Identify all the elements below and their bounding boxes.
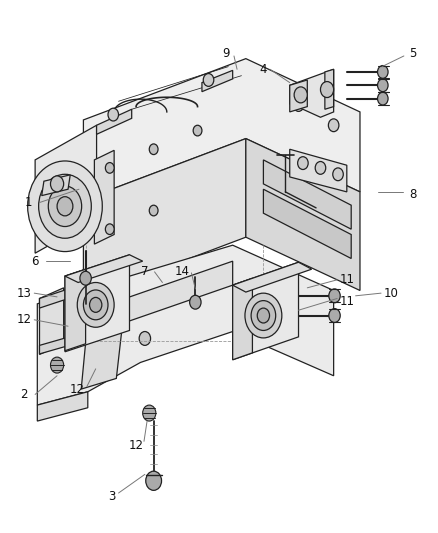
Text: 12: 12 bbox=[17, 313, 32, 326]
Text: 11: 11 bbox=[339, 295, 353, 308]
Polygon shape bbox=[39, 282, 88, 308]
Circle shape bbox=[297, 157, 307, 169]
Circle shape bbox=[105, 224, 114, 235]
Polygon shape bbox=[263, 160, 350, 229]
Polygon shape bbox=[81, 301, 125, 389]
Polygon shape bbox=[42, 175, 70, 196]
Circle shape bbox=[50, 357, 64, 373]
Circle shape bbox=[293, 87, 307, 103]
Circle shape bbox=[39, 174, 91, 238]
Text: 9: 9 bbox=[222, 47, 230, 60]
Polygon shape bbox=[37, 392, 88, 421]
Circle shape bbox=[244, 293, 281, 338]
Polygon shape bbox=[125, 261, 232, 322]
Circle shape bbox=[293, 99, 303, 111]
Circle shape bbox=[89, 297, 102, 312]
Polygon shape bbox=[65, 255, 129, 352]
Text: 6: 6 bbox=[31, 255, 39, 268]
Circle shape bbox=[80, 271, 91, 285]
Circle shape bbox=[193, 125, 201, 136]
Polygon shape bbox=[289, 149, 346, 192]
Circle shape bbox=[377, 92, 387, 105]
Circle shape bbox=[139, 332, 150, 345]
Circle shape bbox=[83, 290, 108, 320]
Circle shape bbox=[142, 405, 155, 421]
Polygon shape bbox=[37, 245, 333, 405]
Circle shape bbox=[57, 197, 73, 216]
Polygon shape bbox=[65, 269, 85, 351]
Circle shape bbox=[50, 176, 64, 192]
Circle shape bbox=[257, 308, 269, 323]
Polygon shape bbox=[39, 332, 88, 354]
Text: 14: 14 bbox=[174, 265, 189, 278]
Polygon shape bbox=[289, 69, 333, 117]
Polygon shape bbox=[83, 139, 245, 298]
Polygon shape bbox=[65, 255, 142, 282]
Text: 12: 12 bbox=[69, 383, 84, 395]
Polygon shape bbox=[232, 262, 311, 292]
Polygon shape bbox=[83, 59, 359, 200]
Circle shape bbox=[377, 66, 387, 78]
Circle shape bbox=[203, 74, 213, 86]
Polygon shape bbox=[39, 288, 64, 354]
Circle shape bbox=[105, 163, 114, 173]
Polygon shape bbox=[324, 69, 333, 109]
Circle shape bbox=[328, 289, 339, 303]
Circle shape bbox=[28, 161, 102, 252]
Circle shape bbox=[320, 82, 333, 98]
Polygon shape bbox=[289, 80, 307, 112]
Text: 5: 5 bbox=[408, 47, 415, 60]
Text: 1: 1 bbox=[25, 196, 32, 209]
Circle shape bbox=[48, 186, 81, 227]
Text: 2: 2 bbox=[20, 388, 28, 401]
Circle shape bbox=[377, 79, 387, 92]
Polygon shape bbox=[263, 189, 350, 259]
Text: 4: 4 bbox=[259, 63, 267, 76]
Text: 3: 3 bbox=[108, 490, 115, 503]
Circle shape bbox=[145, 471, 161, 490]
Text: 7: 7 bbox=[141, 265, 148, 278]
Text: 12: 12 bbox=[128, 439, 143, 451]
Polygon shape bbox=[232, 262, 298, 360]
Circle shape bbox=[332, 168, 343, 181]
Circle shape bbox=[149, 144, 158, 155]
Text: 11: 11 bbox=[339, 273, 353, 286]
Circle shape bbox=[108, 108, 118, 121]
Polygon shape bbox=[232, 278, 252, 360]
Circle shape bbox=[328, 309, 339, 322]
Circle shape bbox=[328, 119, 338, 132]
Polygon shape bbox=[201, 70, 232, 92]
Circle shape bbox=[77, 282, 114, 327]
Polygon shape bbox=[245, 139, 359, 290]
Circle shape bbox=[251, 301, 275, 330]
Circle shape bbox=[189, 295, 201, 309]
Text: 10: 10 bbox=[382, 287, 397, 300]
Polygon shape bbox=[96, 109, 131, 134]
Polygon shape bbox=[35, 125, 96, 253]
Polygon shape bbox=[94, 150, 114, 244]
Text: 13: 13 bbox=[17, 287, 32, 300]
Circle shape bbox=[149, 205, 158, 216]
Circle shape bbox=[314, 161, 325, 174]
Text: 8: 8 bbox=[408, 188, 415, 201]
